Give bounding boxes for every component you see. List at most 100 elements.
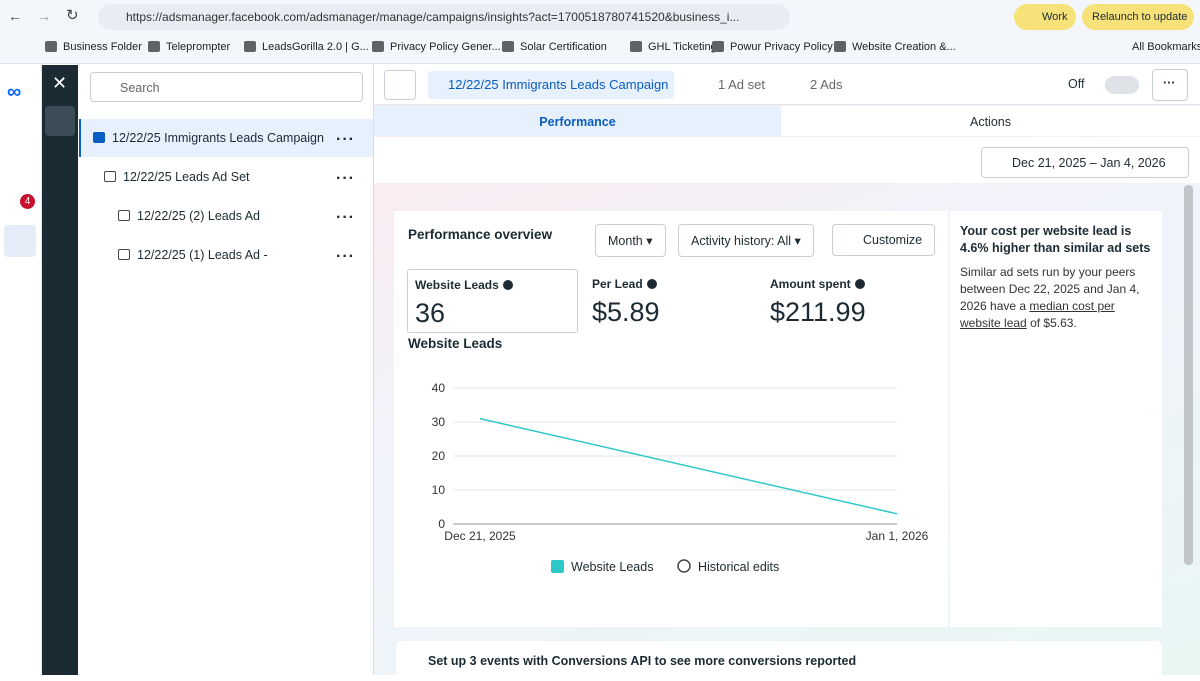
tree-label: 12/22/25 Immigrants Leads Campaign [112,131,324,145]
bookmark[interactable]: Business Folder [45,41,142,53]
tree-icon [93,132,105,143]
bookmark-icon [372,41,384,52]
active-nav[interactable] [4,225,36,257]
activity-select[interactable]: Activity history: All ▾ [678,224,814,257]
info-icon[interactable] [646,279,657,289]
metric-label: Website Leads [415,278,570,292]
tree-item[interactable]: 12/22/25 Leads Ad Set ··· [79,158,373,196]
item-menu[interactable]: ··· [336,209,355,226]
profile-button[interactable]: Work [1014,4,1076,30]
legend-label: Website Leads [571,560,653,574]
metric-value: $5.89 [592,297,660,327]
bookmark-label: Privacy Policy Gener... [390,41,501,53]
y-tick-label: 30 [432,415,446,429]
item-menu[interactable]: ··· [336,131,355,148]
y-tick-label: 10 [432,483,446,497]
tab-actions[interactable]: Actions [781,106,1200,136]
bookmark-icon [834,41,846,52]
insight-body: Similar ad sets run by your peers betwee… [960,264,1152,332]
meta-logo[interactable]: ∞ [7,81,22,103]
period-select[interactable]: Month ▾ [595,224,666,257]
tree-item[interactable]: 12/22/25 (2) Leads Ad ··· [79,197,373,235]
charts-tool[interactable] [45,106,75,136]
bookmark-label: LeadsGorilla 2.0 | G... [262,41,369,53]
metric-value: $211.99 [770,297,866,327]
customize-button[interactable]: Customize [832,224,936,256]
metric-name: Amount spent [770,277,851,291]
bookmark-label: GHL Ticketing [648,41,717,53]
metric: Amount spent $211.99 [763,269,934,333]
data-line [479,417,898,515]
bookmark[interactable]: Solar Certification [502,41,607,53]
breadcrumb-adsets[interactable]: 1 Ad set [718,77,765,92]
item-menu[interactable]: ··· [336,170,355,187]
metric-label: Amount spent [770,277,927,291]
close-button[interactable]: ✕ [52,73,68,93]
annotation-icon [677,559,691,573]
bookmark[interactable]: Powur Privacy Policy [712,41,833,53]
bookmark[interactable]: LeadsGorilla 2.0 | G... [244,41,369,53]
item-menu[interactable]: ··· [336,248,355,265]
metric-value: 36 [415,298,446,328]
bookmark-icon [45,41,57,52]
relaunch-button[interactable]: Relaunch to update [1082,4,1194,30]
bookmark-icon [630,41,642,52]
bookmark-icon [148,41,160,52]
bookmark-label: Website Creation &... [852,41,956,53]
tab-performance[interactable]: Performance [374,106,781,136]
period-label: Month [608,234,643,248]
tree-item[interactable]: 12/22/25 Immigrants Leads Campaign ··· [79,119,373,157]
breadcrumb-bar: 12/22/25 Immigrants Leads Campaign 1 Ad … [374,65,1200,105]
notification-badge: 4 [20,194,35,209]
all-bookmarks[interactable]: All Bookmarks [1132,41,1200,53]
bookmark-icon [244,41,256,52]
x-tick-label: Dec 21, 2025 [444,529,516,543]
tree-item[interactable]: 12/22/25 (1) Leads Ad - ··· [79,236,373,274]
bookmark[interactable]: GHL Ticketing [630,41,717,53]
tree-label: 12/22/25 Leads Ad Set [123,170,250,184]
search-box[interactable]: Search [90,72,363,102]
tree-icon [118,249,130,260]
x-tick-label: Jan 1, 2026 [866,529,929,543]
scrollbar[interactable] [1184,185,1193,565]
y-tick-label: 0 [438,517,445,531]
app-rail: ∞ 4 [0,65,42,675]
bookmark-icon [502,41,514,52]
metric: Website Leads 36 [407,269,578,333]
insight-link[interactable]: median cost per website lead [960,299,1115,330]
breadcrumb-ads[interactable]: 2 Ads [810,77,843,92]
more-button[interactable]: ··· [1152,69,1188,101]
bookmark-label: Business Folder [63,41,142,53]
info-icon[interactable] [502,280,513,290]
main-panel: 12/22/25 Immigrants Leads Campaign 1 Ad … [374,65,1200,681]
forward-button[interactable]: → [37,8,51,24]
address-bar[interactable]: https://adsmanager.facebook.com/adsmanag… [98,4,790,30]
insight-title: Your cost per website lead is 4.6% highe… [960,224,1151,255]
tree-label: 12/22/25 (2) Leads Ad [137,209,261,223]
info-icon[interactable] [854,279,865,289]
tree-label: 12/22/25 (1) Leads Ad - [137,248,268,262]
legend-swatch [551,560,564,573]
bookmark[interactable]: Website Creation &... [834,41,956,53]
bookmark[interactable]: Teleprompter [148,41,230,53]
tree-icon [118,210,130,221]
back-button[interactable]: ← [8,8,22,24]
y-tick-label: 20 [432,449,446,463]
browser-toolbar: ← → ↻ https://adsmanager.facebook.com/ad… [0,0,1200,33]
activity-label: Activity history: All [691,234,792,248]
breadcrumb-campaign[interactable]: 12/22/25 Immigrants Leads Campaign [428,71,675,99]
status-toggle[interactable] [1105,76,1139,94]
bookmark[interactable]: Privacy Policy Gener... [372,41,501,53]
metric-label: Per Lead [592,277,749,291]
bookmark-label: Teleprompter [166,41,231,53]
annotation-label: Historical edits [698,560,779,574]
date-range[interactable]: Dec 21, 2025 – Jan 4, 2026 [981,147,1189,178]
insight-card: Your cost per website lead is 4.6% highe… [950,211,1162,627]
metric: Per Lead $5.89 [585,269,756,333]
toggle-panel[interactable] [384,70,416,100]
reload-button[interactable]: ↻ [66,7,79,24]
metric-name: Website Leads [415,278,499,292]
bookmarks-bar: Business Folder Teleprompter LeadsGorilla … [0,33,1200,64]
